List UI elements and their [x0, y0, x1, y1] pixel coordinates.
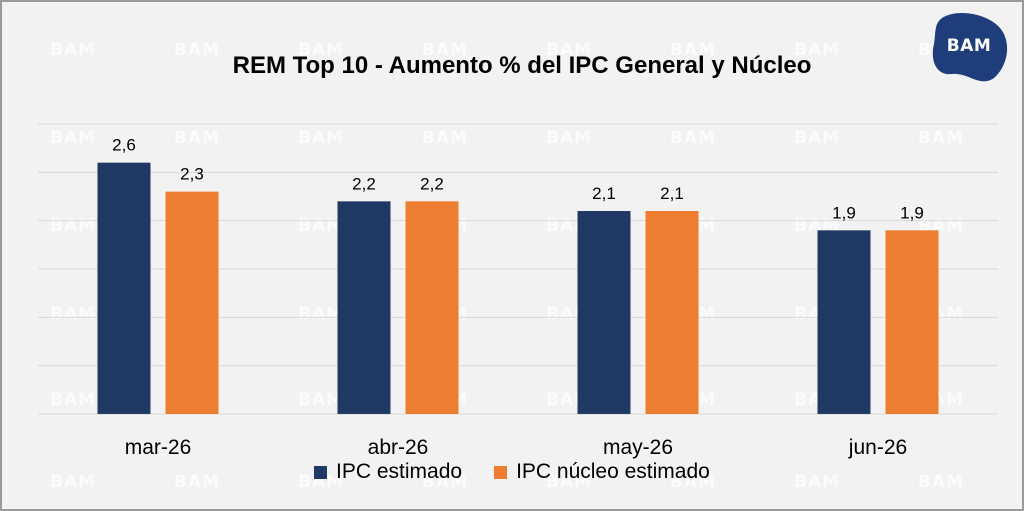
category-label: abr-26 — [368, 436, 429, 459]
data-label: 2,2 — [352, 174, 376, 193]
bar-ipc-nucleo — [885, 230, 939, 414]
data-label: 2,2 — [420, 174, 444, 193]
legend-item-ipc-nucleo: IPC núcleo estimado — [494, 460, 710, 484]
legend-item-ipc-estimado: IPC estimado — [314, 460, 462, 484]
category-label: jun-26 — [848, 436, 907, 459]
data-label: 2,6 — [112, 136, 136, 155]
legend-label-nucleo: IPC núcleo estimado — [516, 460, 710, 483]
data-label: 1,9 — [832, 203, 856, 222]
bar-ipc-nucleo — [645, 211, 699, 414]
data-label: 2,3 — [180, 165, 204, 184]
bar-ipc-estimado — [577, 211, 631, 414]
bar-ipc-nucleo — [165, 191, 219, 414]
bar-ipc-estimado — [337, 201, 391, 414]
logo-text: BAM — [946, 36, 992, 56]
bar-ipc-nucleo — [405, 201, 459, 414]
legend-swatch-nucleo — [494, 465, 508, 479]
bar-ipc-estimado — [97, 162, 151, 414]
data-label: 2,1 — [592, 184, 616, 203]
chart-title: REM Top 10 - Aumento % del IPC General y… — [232, 52, 812, 79]
category-label: may-26 — [603, 436, 673, 459]
bam-logo: BAM — [928, 10, 1010, 86]
legend-label-general: IPC estimado — [336, 460, 463, 483]
legend-swatch-general — [314, 465, 327, 479]
logo-shape — [932, 13, 1008, 82]
data-label: 1,9 — [900, 203, 924, 222]
data-label: 2,1 — [660, 184, 684, 203]
category-label: mar-26 — [125, 436, 192, 459]
bar-ipc-estimado — [817, 230, 871, 414]
chart-legend: IPC estimado IPC núcleo estimado — [314, 460, 742, 484]
